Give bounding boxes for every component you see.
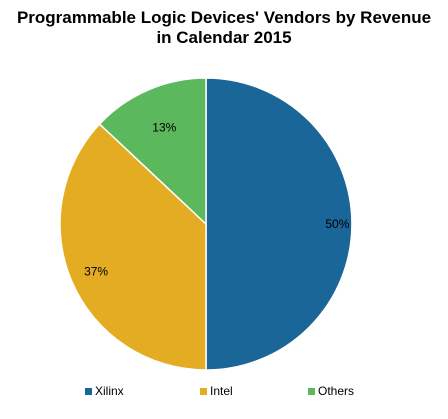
slice-label-xilinx: 50% (325, 217, 349, 231)
pie-slice-xilinx (205, 77, 353, 371)
pie-labels: 50% 37% 13% (84, 121, 350, 279)
chart-title-line-2: in Calendar 2015 (156, 28, 292, 47)
legend-label-others: Others (318, 384, 355, 398)
pie-slices (59, 77, 353, 371)
legend: Xilinx Intel Others (0, 383, 448, 401)
legend-swatch-others (308, 387, 315, 395)
slice-label-others: 13% (152, 121, 176, 135)
chart-title-line-1: Programmable Logic Devices' Vendors by R… (16, 8, 432, 27)
legend-item-others: Others (308, 383, 354, 399)
pie-chart: 50% 37% 13% (59, 77, 353, 371)
slice-label-intel: 37% (84, 265, 108, 279)
legend-item-intel: Intel (200, 383, 233, 399)
chart-title: Programmable Logic Devices' Vendors by R… (0, 8, 448, 48)
pie-slice-intel (59, 122, 207, 371)
legend-swatch-intel (200, 387, 207, 395)
legend-label-xilinx: Xilinx (95, 384, 124, 398)
legend-item-xilinx: Xilinx (85, 383, 124, 399)
pie-slice-others (98, 77, 207, 226)
legend-swatch-xilinx (85, 387, 92, 395)
legend-label-intel: Intel (210, 384, 233, 398)
